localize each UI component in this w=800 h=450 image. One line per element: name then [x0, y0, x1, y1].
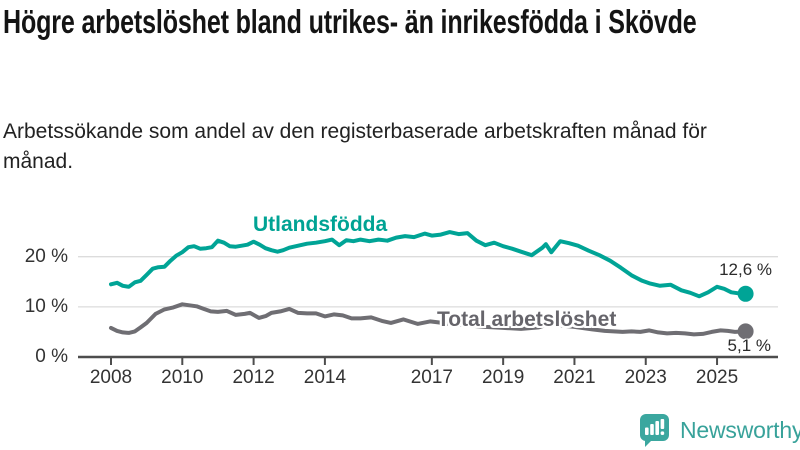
- x-axis-tick-label: 2010: [161, 367, 204, 388]
- y-axis-tick-label: 10 %: [24, 295, 68, 317]
- newsworthy-bubble-chart-icon: [640, 414, 669, 447]
- series-end-dot-2: [737, 323, 754, 340]
- series-line-1: [109, 230, 748, 299]
- y-axis-tick-label: 20 %: [24, 245, 68, 267]
- x-axis-tick-label: 2021: [553, 367, 596, 388]
- end-value-label-utlandsfodda: 12,6 %: [719, 260, 772, 279]
- x-axis-tick-label: 2014: [303, 367, 347, 388]
- x-axis-tick-label: 2025: [695, 367, 739, 388]
- series-line-2: [109, 302, 748, 337]
- x-axis-tick-label: 2023: [624, 367, 667, 388]
- newsworthy-wordmark: Newsworthy: [680, 416, 800, 443]
- x-axis-tick-label: 2017: [410, 367, 453, 388]
- series-label-total-arbetsloshet: Total arbetslöshet: [437, 308, 617, 331]
- end-value-label-total: 5,1 %: [727, 336, 771, 355]
- x-axis-tick-label: 2012: [232, 367, 275, 388]
- y-axis-tick-label: 0 %: [35, 346, 68, 367]
- page-title: Högre arbetslöshet bland utrikes- än inr…: [3, 3, 697, 40]
- series-label-utlandsfodda: Utlandsfödda: [253, 213, 388, 236]
- chart-subtitle: Arbetssökande som andel av den registerb…: [3, 120, 707, 173]
- x-axis-tick-label: 2019: [482, 367, 525, 388]
- newsworthy-logo: Newsworthy: [639, 413, 800, 447]
- x-axis-tick-label: 2008: [89, 367, 133, 388]
- series-end-dot-1: [737, 285, 754, 302]
